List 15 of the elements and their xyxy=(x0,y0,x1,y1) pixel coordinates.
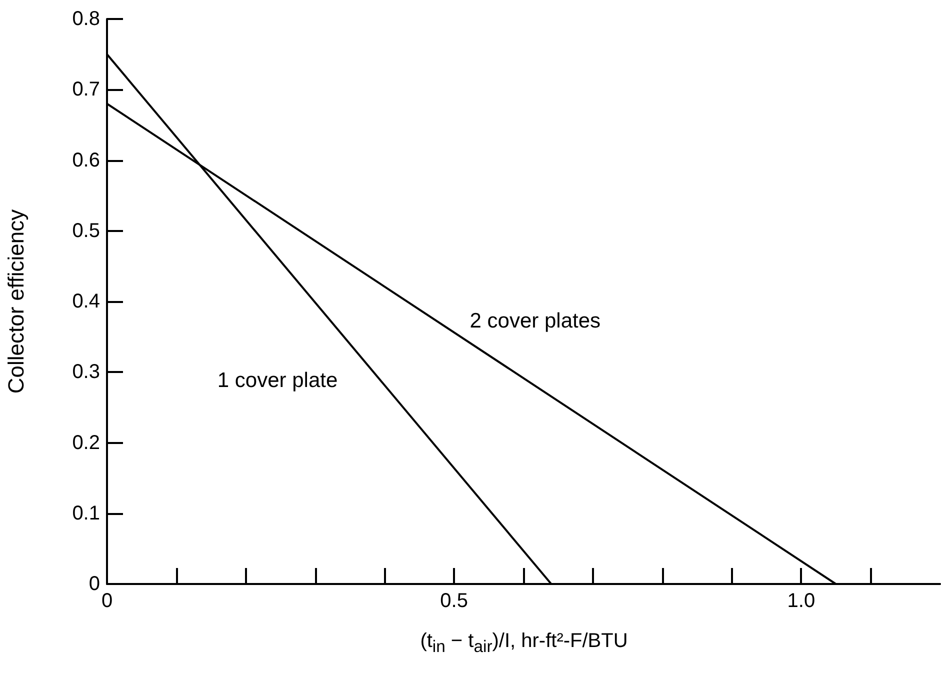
y-tick-label: 0.5 xyxy=(72,220,100,242)
x-tick-label: 0.5 xyxy=(440,590,468,612)
y-tick-label: 0.4 xyxy=(72,290,100,312)
y-tick-label: 0.2 xyxy=(72,432,100,454)
y-tick-label: 0.3 xyxy=(72,361,100,384)
y-tick-label: 0.6 xyxy=(72,149,100,172)
y-tick-label: 0 xyxy=(88,573,100,595)
y-tick-label: 0.1 xyxy=(72,502,100,524)
series-label: 1 cover plate xyxy=(217,369,338,392)
y-tick-label: 0.8 xyxy=(72,8,100,30)
series-label: 2 cover plates xyxy=(470,309,601,332)
y-tick-label: 0.7 xyxy=(72,78,100,101)
y-axis-title: Collector efficiency xyxy=(4,209,28,394)
x-axis-title: (t$_{in}$ − t$_{air}$)/I, hr-ft²-F/BTU xyxy=(420,630,628,657)
x-tick-label: 1.0 xyxy=(787,590,816,612)
